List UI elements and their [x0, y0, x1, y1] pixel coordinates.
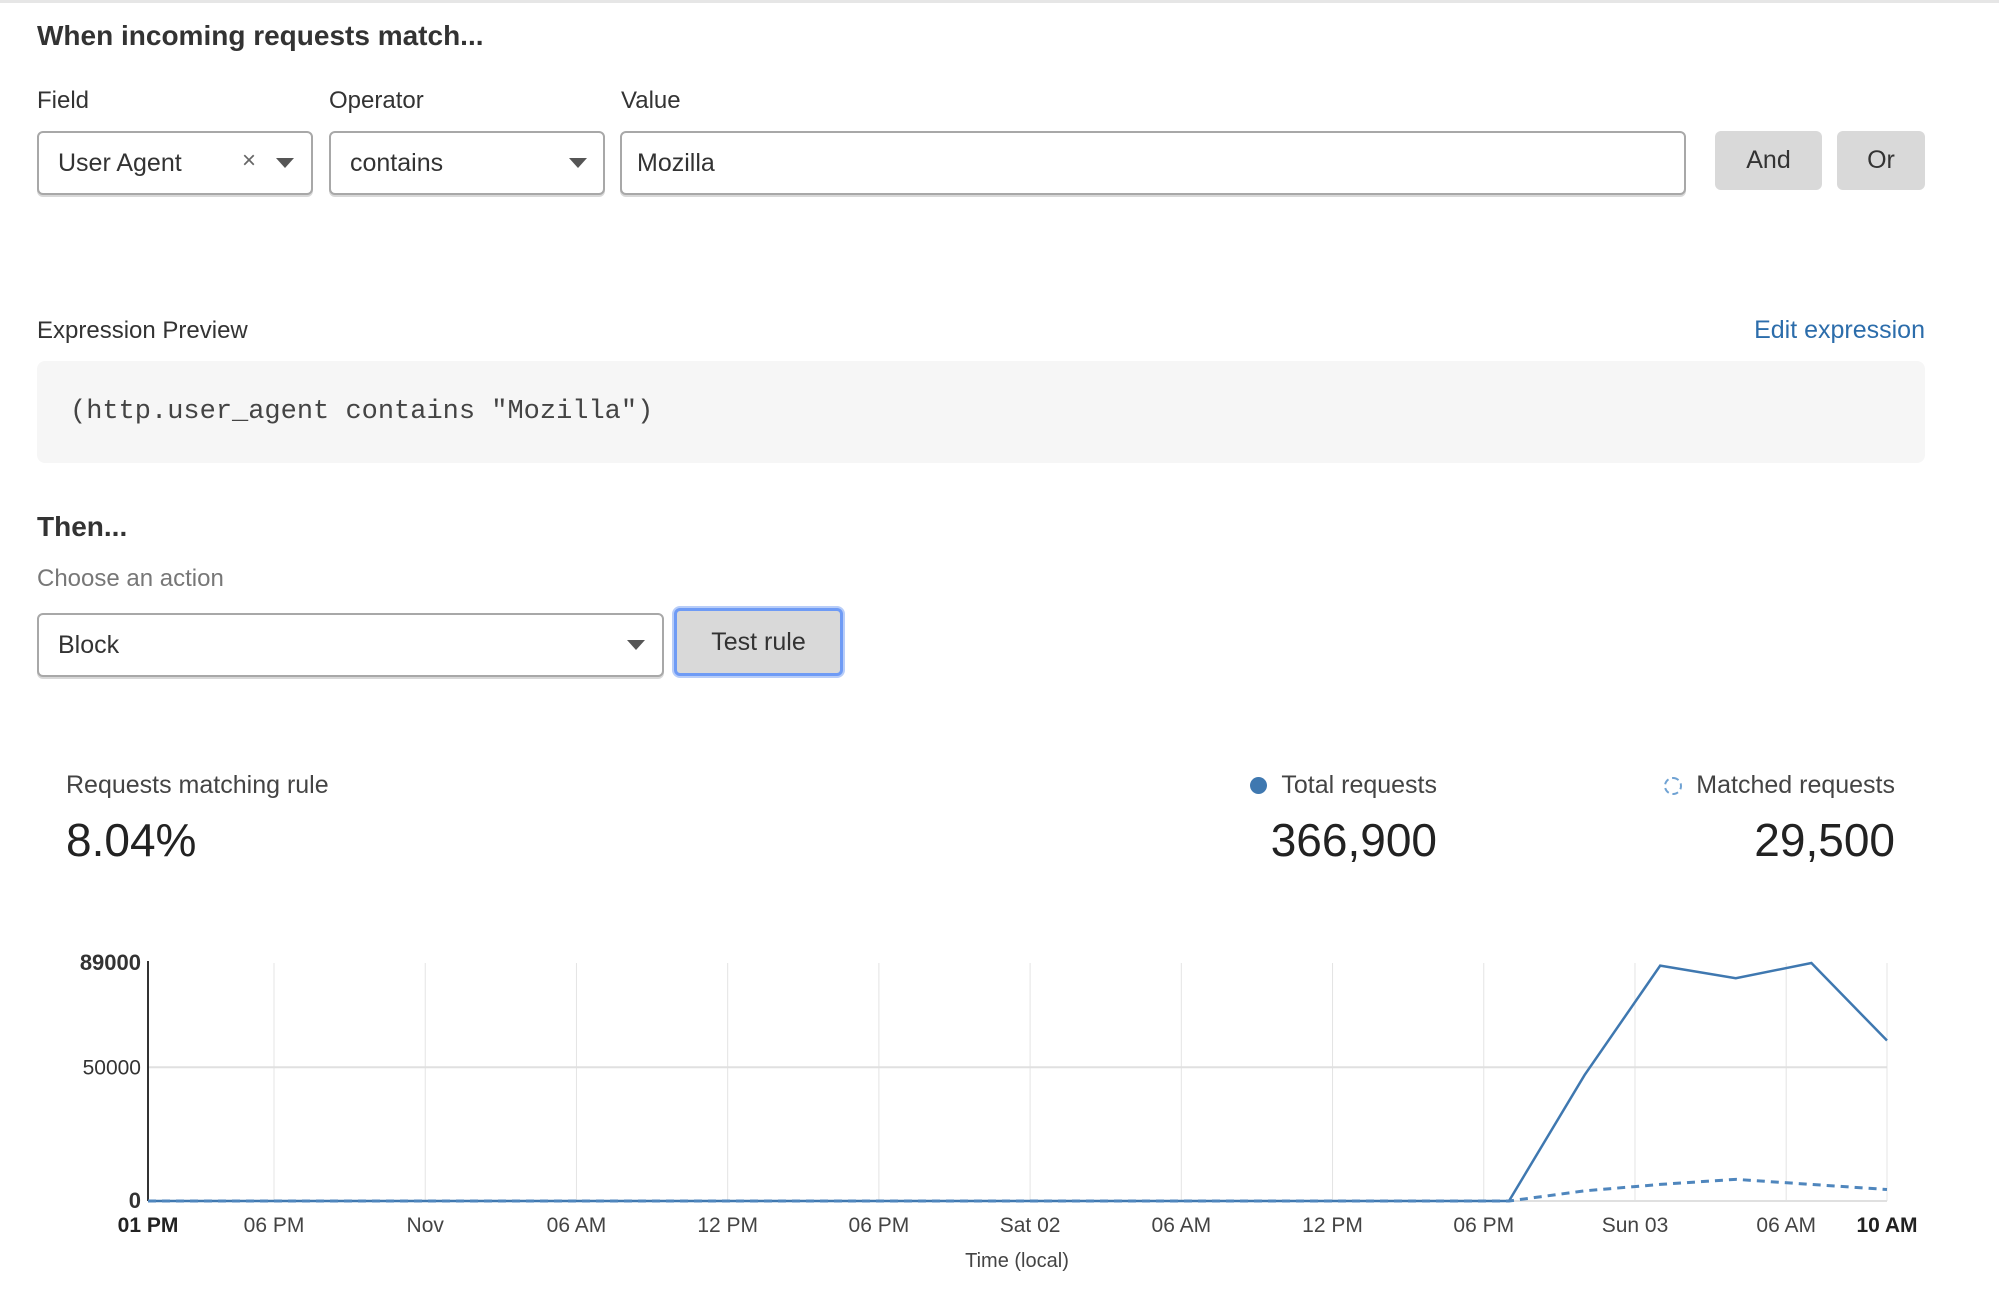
test-rule-button[interactable]: Test rule [674, 608, 843, 676]
dashed-circle-icon [1664, 776, 1683, 795]
x-tick-label: 01 PM [118, 1214, 179, 1237]
x-tick-label: 06 PM [849, 1214, 910, 1237]
field-select[interactable]: User Agent × [37, 131, 313, 195]
x-tick-label: 06 PM [244, 1214, 305, 1237]
y-tick-label: 0 [129, 1188, 141, 1213]
chevron-down-icon[interactable] [276, 158, 294, 168]
operator-select[interactable]: contains [329, 131, 605, 195]
and-button[interactable]: And [1715, 131, 1822, 190]
x-tick-label: 06 PM [1453, 1214, 1514, 1237]
or-button[interactable]: Or [1837, 131, 1925, 190]
chevron-down-icon[interactable] [569, 158, 587, 168]
x-tick-label: Sat 02 [1000, 1214, 1061, 1237]
x-tick-label: 12 PM [697, 1214, 758, 1237]
action-select[interactable]: Block [37, 613, 664, 677]
value-input-text: Mozilla [637, 148, 715, 177]
total-requests-label: Total requests [1281, 771, 1437, 799]
x-tick-label: 10 AM [1856, 1214, 1917, 1237]
total-requests-line [148, 961, 1888, 1203]
matching-rule-label: Requests matching rule [66, 771, 329, 799]
field-label: Field [37, 87, 90, 114]
matching-rule-value: 8.04% [66, 814, 197, 866]
value-label: Value [621, 87, 681, 114]
x-tick-label: 12 PM [1302, 1214, 1363, 1237]
action-label: Choose an action [37, 565, 224, 592]
operator-label: Operator [329, 87, 424, 114]
y-tick-label: 50000 [83, 1056, 141, 1079]
matched-requests-legend: Matched requests [1664, 771, 1895, 800]
x-tick-label: Nov [407, 1214, 445, 1237]
match-section-title: When incoming requests match... [37, 20, 484, 51]
y-tick-label: 89000 [80, 950, 141, 975]
x-tick-label: 06 AM [547, 1214, 607, 1237]
top-divider [0, 0, 1999, 3]
matched-requests-line [148, 1177, 1888, 1203]
field-select-value: User Agent [58, 148, 182, 177]
expression-preview-box: (http.user_agent contains "Mozilla") [37, 361, 1925, 463]
x-axis-title: Time (local) [965, 1250, 1069, 1272]
x-tick-label: 06 AM [1756, 1214, 1816, 1237]
x-tick-label: 06 AM [1152, 1214, 1212, 1237]
total-requests-value: 366,900 [1270, 814, 1437, 866]
expression-code: (http.user_agent contains "Mozilla") [70, 397, 654, 427]
operator-select-value: contains [350, 148, 444, 177]
filled-circle-icon [1250, 777, 1268, 794]
value-input[interactable]: Mozilla [620, 131, 1686, 195]
matched-requests-value: 29,500 [1754, 814, 1895, 866]
edit-expression-link[interactable]: Edit expression [1754, 316, 1925, 344]
x-tick-label: Sun 03 [1602, 1214, 1669, 1237]
chevron-down-icon[interactable] [627, 640, 645, 650]
then-section-title: Then... [37, 511, 128, 542]
action-select-value: Block [58, 630, 120, 659]
requests-chart: 01 PM 06 PM Nov 06 AM 12 PM 06 PM Sat 02 06 AM 1… [80, 950, 1918, 1237]
matched-requests-label: Matched requests [1696, 771, 1895, 799]
expression-preview-label: Expression Preview [37, 317, 248, 344]
total-requests-legend: Total requests [1250, 771, 1437, 800]
clear-icon[interactable]: × [242, 147, 257, 174]
